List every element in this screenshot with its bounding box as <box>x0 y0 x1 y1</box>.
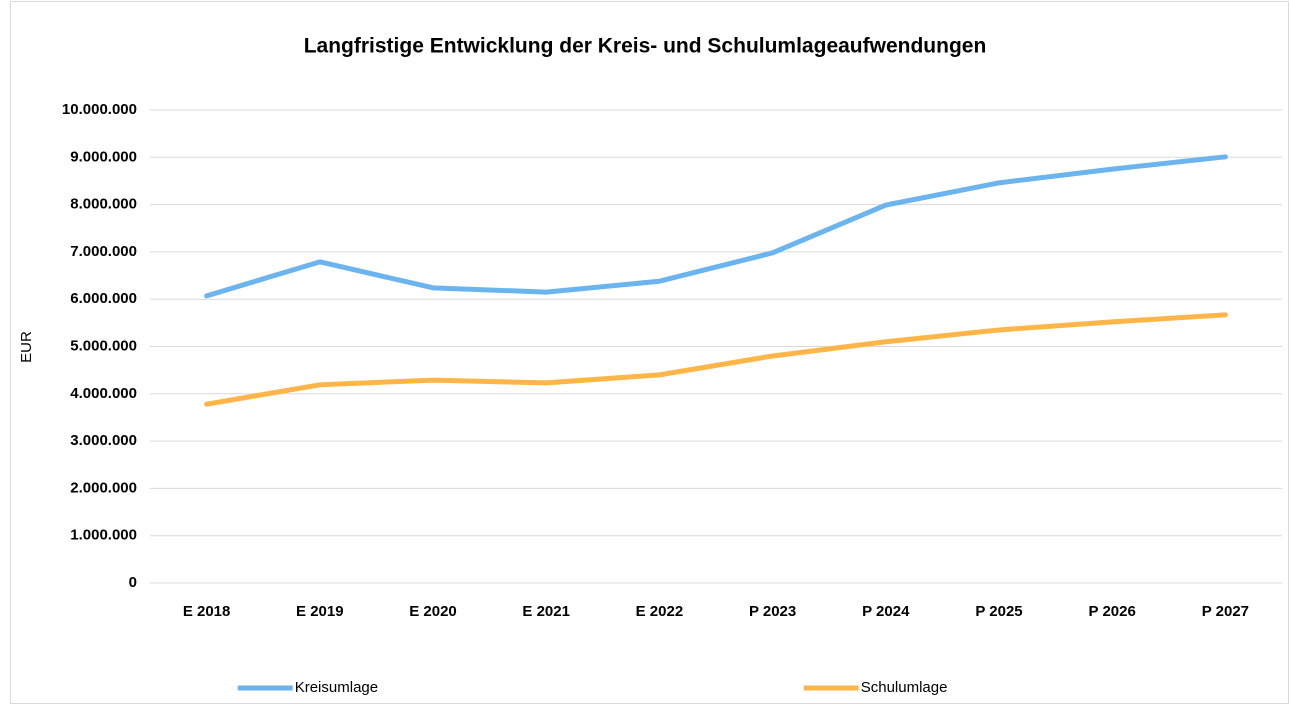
x-tick-label: P 2027 <box>1202 603 1249 620</box>
y-tick-label: 0 <box>129 574 137 591</box>
x-tick-label: E 2019 <box>296 603 344 620</box>
y-tick-label: 9.000.000 <box>70 148 137 165</box>
chart-frame <box>10 1 1289 704</box>
y-tick-label: 6.000.000 <box>70 290 137 307</box>
y-tick-label: 10.000.000 <box>62 101 137 118</box>
y-axis-label: EUR <box>18 331 35 363</box>
series-line <box>204 312 1228 407</box>
y-tick-label: 4.000.000 <box>70 385 137 402</box>
x-tick-label: E 2022 <box>636 603 684 620</box>
chart-title: Langfristige Entwicklung der Kreis- und … <box>304 35 987 58</box>
x-tick-label: E 2020 <box>409 603 457 620</box>
legend-label: Kreisumlage <box>295 679 378 696</box>
y-tick-label: 5.000.000 <box>70 337 137 354</box>
x-tick-label: P 2025 <box>975 603 1022 620</box>
y-tick-label: 8.000.000 <box>70 196 137 213</box>
y-tick-label: 7.000.000 <box>70 243 137 260</box>
x-tick-label: E 2018 <box>183 603 231 620</box>
y-tick-label: 2.000.000 <box>70 479 137 496</box>
series-line <box>204 154 1228 299</box>
legend-label: Schulumlage <box>861 679 948 696</box>
x-tick-label: P 2024 <box>862 603 910 620</box>
y-tick-label: 1.000.000 <box>70 527 137 544</box>
x-tick-label: P 2026 <box>1089 603 1136 620</box>
x-tick-label: E 2021 <box>522 603 570 620</box>
y-tick-label: 3.000.000 <box>70 432 137 449</box>
x-tick-label: P 2023 <box>749 603 796 620</box>
